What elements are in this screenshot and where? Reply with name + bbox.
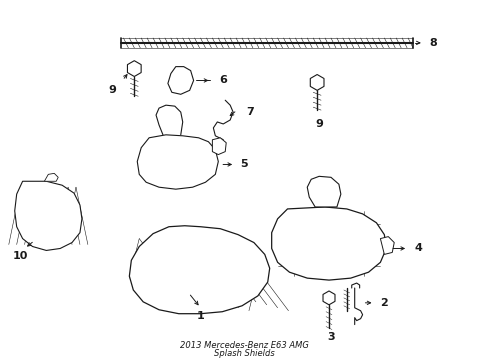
Text: 1: 1 [196, 311, 204, 321]
Polygon shape [15, 181, 82, 251]
Polygon shape [310, 75, 324, 90]
Text: 6: 6 [219, 76, 227, 85]
Text: 8: 8 [428, 38, 436, 48]
Polygon shape [306, 176, 340, 207]
Polygon shape [380, 237, 393, 255]
Text: 9: 9 [108, 85, 116, 95]
Text: 5: 5 [240, 159, 247, 170]
Text: 10: 10 [13, 251, 28, 261]
Polygon shape [129, 226, 269, 314]
Text: 7: 7 [245, 107, 253, 117]
Polygon shape [137, 135, 218, 189]
Text: 4: 4 [413, 243, 421, 253]
Text: 2013 Mercedes-Benz E63 AMG: 2013 Mercedes-Benz E63 AMG [179, 341, 308, 350]
Polygon shape [167, 67, 193, 94]
Polygon shape [44, 174, 58, 181]
Text: Splash Shields: Splash Shields [213, 349, 274, 358]
Text: 9: 9 [315, 119, 323, 129]
Text: 2: 2 [380, 298, 387, 308]
Text: 3: 3 [326, 332, 334, 342]
Polygon shape [127, 61, 141, 77]
Polygon shape [271, 207, 386, 280]
Polygon shape [212, 138, 226, 154]
Polygon shape [323, 291, 334, 305]
